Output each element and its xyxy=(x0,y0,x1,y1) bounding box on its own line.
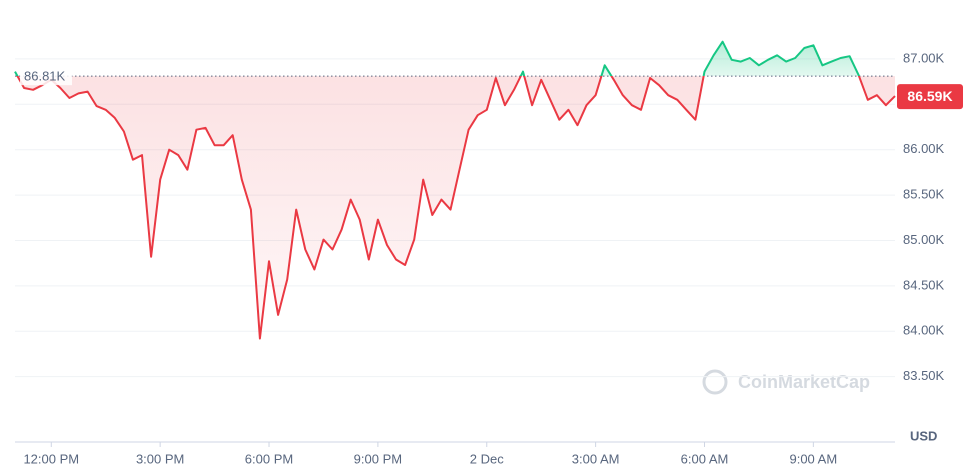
y-tick-label: 85.50K xyxy=(903,187,945,202)
x-tick-label: 3:00 AM xyxy=(572,451,620,466)
watermark-logo xyxy=(702,369,728,395)
x-tick-label: 2 Dec xyxy=(470,451,504,466)
x-tick-label: 6:00 AM xyxy=(681,451,729,466)
x-tick-label: 3:00 PM xyxy=(136,451,184,466)
y-tick-label: 84.50K xyxy=(903,277,945,292)
y-tick-label: 86.00K xyxy=(903,141,945,156)
y-tick-label: 83.50K xyxy=(903,368,945,383)
y-tick-label: 87.00K xyxy=(903,50,945,65)
price-line xyxy=(14,40,896,340)
baseline-label: 86.81K xyxy=(24,69,66,84)
last-price-badge xyxy=(897,84,963,110)
x-tick-label: 9:00 AM xyxy=(789,451,837,466)
watermark-text: CoinMarketCap xyxy=(738,372,870,392)
y-tick-label: 85.00K xyxy=(903,232,945,247)
currency-label: USD xyxy=(910,428,937,443)
x-tick-label: 6:00 PM xyxy=(245,451,293,466)
x-tick-label: 9:00 PM xyxy=(354,451,402,466)
baseline-label-bg xyxy=(20,67,72,86)
area xyxy=(15,41,895,339)
last-price-label: 86.59K xyxy=(907,88,952,104)
y-tick-label: 84.00K xyxy=(903,323,945,338)
x-tick-label: 12:00 PM xyxy=(23,451,79,466)
